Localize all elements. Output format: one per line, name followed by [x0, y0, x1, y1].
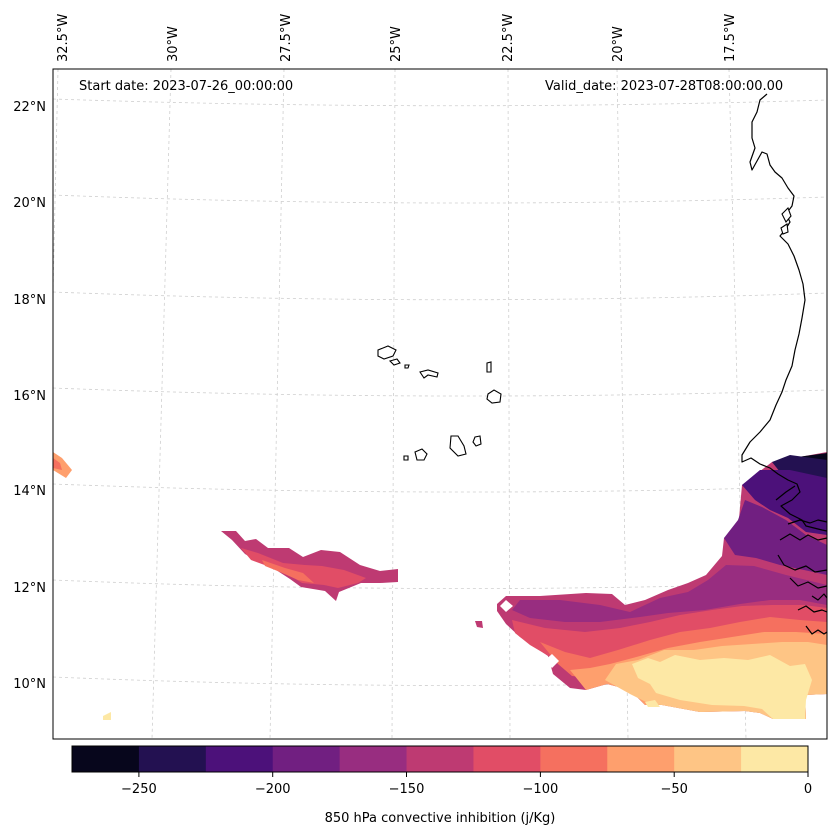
lat-label-14n: 14°N [13, 484, 46, 499]
start-date-label: Start date: 2023-07-26_00:00:00 [79, 79, 293, 94]
colorbar-tick-minus-200: −200 [255, 782, 291, 797]
cape-verde-islands [377, 345, 502, 461]
cin-east-violet [724, 500, 827, 575]
colorbar: −250 −200 −150 −100 −50 0 850 hPa convec… [71, 745, 812, 826]
guinea-coastline [779, 533, 827, 541]
colorbar-label: 850 hPa convective inhibition (j/Kg) [325, 811, 556, 826]
island-santo-antao [377, 345, 397, 360]
lat-label-10n: 10°N [13, 677, 46, 692]
guinea-coastline-3 [789, 577, 827, 589]
map-area [53, 69, 827, 739]
cin-east-purple [742, 470, 827, 535]
colorbar-swatch [473, 746, 541, 772]
lat-label-22n: 22°N [13, 100, 46, 115]
lon-label-20w: 20°W [611, 26, 626, 62]
guinea-coastline-4 [797, 605, 827, 613]
lon-label-30w: 30°W [166, 26, 181, 62]
cin-region-west-edge [53, 452, 72, 478]
island-santa-luzia [404, 364, 410, 369]
cin-speck [103, 712, 111, 720]
colorbar-swatch [205, 746, 274, 772]
cin-east-magenta [512, 565, 827, 622]
colorbar-frame [71, 745, 809, 773]
colorbar-swatch [138, 746, 207, 772]
lon-label-27-5w: 27.5°W [279, 14, 294, 62]
lat-label-12n: 12°N [13, 581, 46, 596]
colorbar-swatch [607, 746, 675, 772]
coastal-island-1 [781, 207, 792, 223]
guinea-coastline-5 [805, 625, 827, 635]
colorbar-swatch [674, 746, 742, 772]
lat-label-18n: 18°N [13, 293, 46, 308]
coastal-island-2 [780, 223, 789, 235]
colorbar-tick-0: 0 [804, 782, 812, 797]
island-sao-vicente [388, 358, 401, 366]
colorbar-ticks [138, 772, 809, 777]
map-frame [52, 68, 828, 740]
cin-pale-speck [645, 700, 660, 707]
cin-speck-2 [475, 621, 483, 628]
lat-label-16n: 16°N [13, 389, 46, 404]
island-sal [486, 361, 492, 373]
colorbar-tick-minus-100: −100 [523, 782, 559, 797]
cin-hole-2 [545, 654, 559, 668]
longitude-labels: 32.5°W 30°W 27.5°W 25°W 22.5°W 20°W 17.5… [56, 14, 738, 62]
cin-hole-1 [500, 600, 513, 612]
guinea-coastline-6 [811, 593, 827, 601]
lon-label-17-5w: 17.5°W [723, 14, 738, 62]
cin-streak-inner [262, 560, 314, 583]
river-inlet-2 [787, 519, 827, 525]
valid-date-label: Valid_date: 2023-07-28T08:00:00.00 [545, 79, 783, 94]
guinea-coastline-2 [777, 554, 827, 573]
cin-field [53, 452, 827, 720]
cin-streak-mid [241, 548, 366, 588]
colorbar-swatch [339, 746, 408, 772]
colorbar-tick-minus-50: −50 [660, 782, 687, 797]
colorbar-swatch [406, 746, 474, 772]
river-inlet-1 [775, 485, 796, 501]
latitude-labels: 22°N 20°N 18°N 16°N 14°N 12°N 10°N [13, 100, 46, 692]
lon-label-22-5w: 22.5°W [501, 14, 516, 62]
island-sao-nicolau [419, 369, 439, 379]
island-fogo [414, 448, 428, 461]
colorbar-swatch [540, 746, 608, 772]
lon-label-32-5w: 32.5°W [56, 14, 71, 62]
colorbar-swatch [72, 746, 140, 772]
lon-label-25w: 25°W [389, 26, 404, 62]
colorbar-tick-minus-150: −150 [389, 782, 425, 797]
africa-coastline [741, 93, 827, 532]
coastlines [741, 93, 827, 635]
island-santiago [449, 435, 467, 457]
colorbar-swatch [272, 746, 341, 772]
island-brava [403, 455, 409, 461]
colorbar-swatches [72, 746, 809, 772]
cin-east-pale [632, 655, 812, 719]
lat-label-20n: 20°N [13, 196, 46, 211]
colorbar-swatch [741, 746, 809, 772]
cin-region-west-edge-core [53, 458, 62, 470]
colorbar-tick-minus-250: −250 [121, 782, 157, 797]
island-maio [472, 435, 482, 447]
island-boa-vista [486, 389, 502, 404]
